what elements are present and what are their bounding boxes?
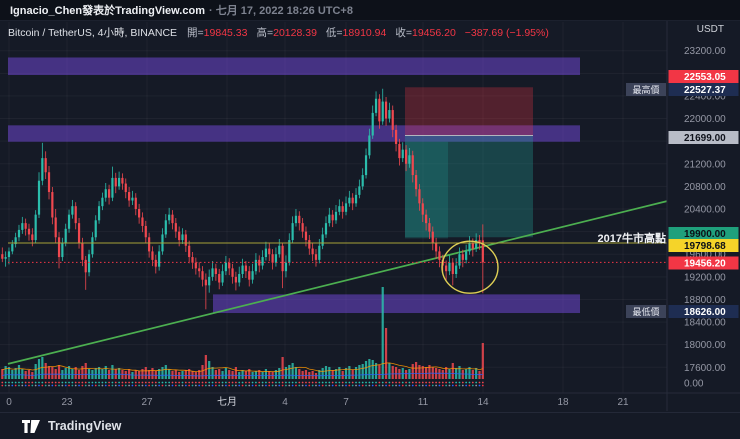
svg-text:23: 23 xyxy=(61,397,73,408)
svg-text:11: 11 xyxy=(418,397,429,408)
svg-text:23200.00: 23200.00 xyxy=(684,46,726,57)
short-position-tool[interactable] xyxy=(405,87,533,239)
ohlc-item: 高=20128.39 xyxy=(256,27,317,39)
symbol-title: Bitcoin / TetherUS, 4小時, BINANCE xyxy=(8,27,178,39)
tradingview-brand-text[interactable]: TradingView xyxy=(48,419,122,433)
ohlc-values: 開=19845.33 高=20128.39 低=18910.94 收=19456.20 xyxy=(187,25,465,40)
svg-text:19900.00: 19900.00 xyxy=(684,229,726,240)
svg-text:27: 27 xyxy=(141,397,153,408)
svg-text:21: 21 xyxy=(617,397,629,408)
ohlc-item: 收=19456.20 xyxy=(395,27,456,39)
svg-text:19456.20: 19456.20 xyxy=(684,259,726,270)
price-badges: 22553.05 22527.37 最高價 21699.00 19900.0019798… xyxy=(626,70,739,318)
price-badge xyxy=(668,256,739,270)
ohlc-item: 開=19845.33 xyxy=(187,27,248,39)
svg-text:22400.00: 22400.00 xyxy=(684,91,726,102)
svg-text:0: 0 xyxy=(6,397,12,408)
ohlc-item: 低=18910.94 xyxy=(325,27,387,39)
publish-header-bar: Ignacio_Chen發表於TradingView.com · 七月 17, … xyxy=(0,0,740,21)
tradingview-logo-icon[interactable] xyxy=(22,419,41,434)
price-tag-label xyxy=(626,83,666,96)
svg-text:18800.00: 18800.00 xyxy=(684,295,726,306)
tradingview-footer-bar: TradingView xyxy=(0,412,740,439)
time-axis[interactable]: 0 23 27 七月 4 7 11 14 18 21 xyxy=(6,396,629,408)
price-badge xyxy=(668,227,739,240)
highlight-circle-drawing[interactable] xyxy=(441,240,499,294)
price-tag-label xyxy=(626,305,666,318)
svg-text:七月: 七月 xyxy=(217,396,237,408)
bull-market-trendline[interactable] xyxy=(7,200,668,365)
svg-text:19600.00: 19600.00 xyxy=(684,250,726,261)
svg-text:20800.00: 20800.00 xyxy=(684,182,726,193)
svg-text:14: 14 xyxy=(477,397,489,408)
price-badge xyxy=(668,83,739,96)
svg-text:18000.00: 18000.00 xyxy=(684,340,726,351)
svg-text:22527.37: 22527.37 xyxy=(684,85,726,96)
svg-text:17600.00: 17600.00 xyxy=(684,363,726,374)
svg-text:20400.00: 20400.00 xyxy=(684,205,726,216)
price-badge xyxy=(668,305,739,318)
svg-text:22553.05: 22553.05 xyxy=(684,72,726,83)
svg-text:4: 4 xyxy=(282,397,288,408)
publish-datetime: · 七月 17, 2022 18:26 UTC+8 xyxy=(208,5,353,17)
price-axis[interactable]: 23200.00 22400.00 22000.00 21200.00 20800.00… xyxy=(684,46,726,389)
author-publish-text[interactable]: Ignacio_Chen發表於TradingView.com xyxy=(10,5,205,17)
svg-text:22000.00: 22000.00 xyxy=(684,114,726,125)
volume-ma-fast xyxy=(2,362,483,373)
change-value: −387.69 (−1.95%) xyxy=(464,26,549,39)
svg-text:0.00: 0.00 xyxy=(684,379,704,390)
indicator-dot-ribbon xyxy=(1,381,484,387)
price-badge xyxy=(668,131,739,144)
volume-ma-slow xyxy=(2,372,483,377)
svg-text:最高價: 最高價 xyxy=(632,84,659,95)
svg-text:18400.00: 18400.00 xyxy=(684,318,726,329)
price-axis-unit: USDT xyxy=(696,24,724,35)
svg-text:19200.00: 19200.00 xyxy=(684,272,726,283)
candlestick-series xyxy=(1,88,484,310)
svg-text:18: 18 xyxy=(557,397,569,408)
price-badge xyxy=(668,70,739,83)
supply-demand-zones[interactable] xyxy=(8,57,580,314)
svg-text:21699.00: 21699.00 xyxy=(684,133,726,144)
price-badge xyxy=(668,239,739,252)
svg-text:21200.00: 21200.00 xyxy=(684,159,726,170)
svg-text:7: 7 xyxy=(343,397,349,408)
svg-text:18626.00: 18626.00 xyxy=(684,307,726,318)
svg-text:最低價: 最低價 xyxy=(632,306,659,317)
secondary-target-zone xyxy=(405,141,448,239)
stop-loss-zone xyxy=(405,87,533,136)
symbol-legend[interactable]: Bitcoin / TetherUS, 4小時, BINANCE 開=19845… xyxy=(8,25,549,40)
trendline-annotation[interactable]: 2017牛市高點 xyxy=(597,233,666,245)
svg-text:19798.68: 19798.68 xyxy=(684,241,726,252)
